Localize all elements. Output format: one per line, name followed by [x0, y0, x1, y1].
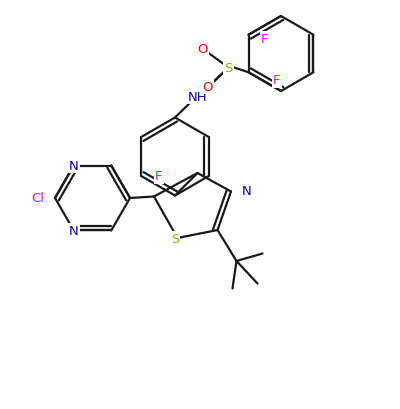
Text: NH: NH [188, 91, 207, 104]
Text: O: O [202, 81, 213, 94]
Text: Cl: Cl [31, 192, 44, 205]
Text: F: F [273, 74, 281, 87]
Text: S: S [224, 62, 233, 75]
Text: N: N [242, 184, 252, 198]
Text: S: S [171, 233, 179, 246]
Text: F: F [155, 170, 163, 183]
Text: F: F [261, 33, 268, 46]
Text: N: N [69, 160, 79, 173]
Text: O: O [197, 43, 208, 56]
Text: N: N [69, 225, 79, 237]
